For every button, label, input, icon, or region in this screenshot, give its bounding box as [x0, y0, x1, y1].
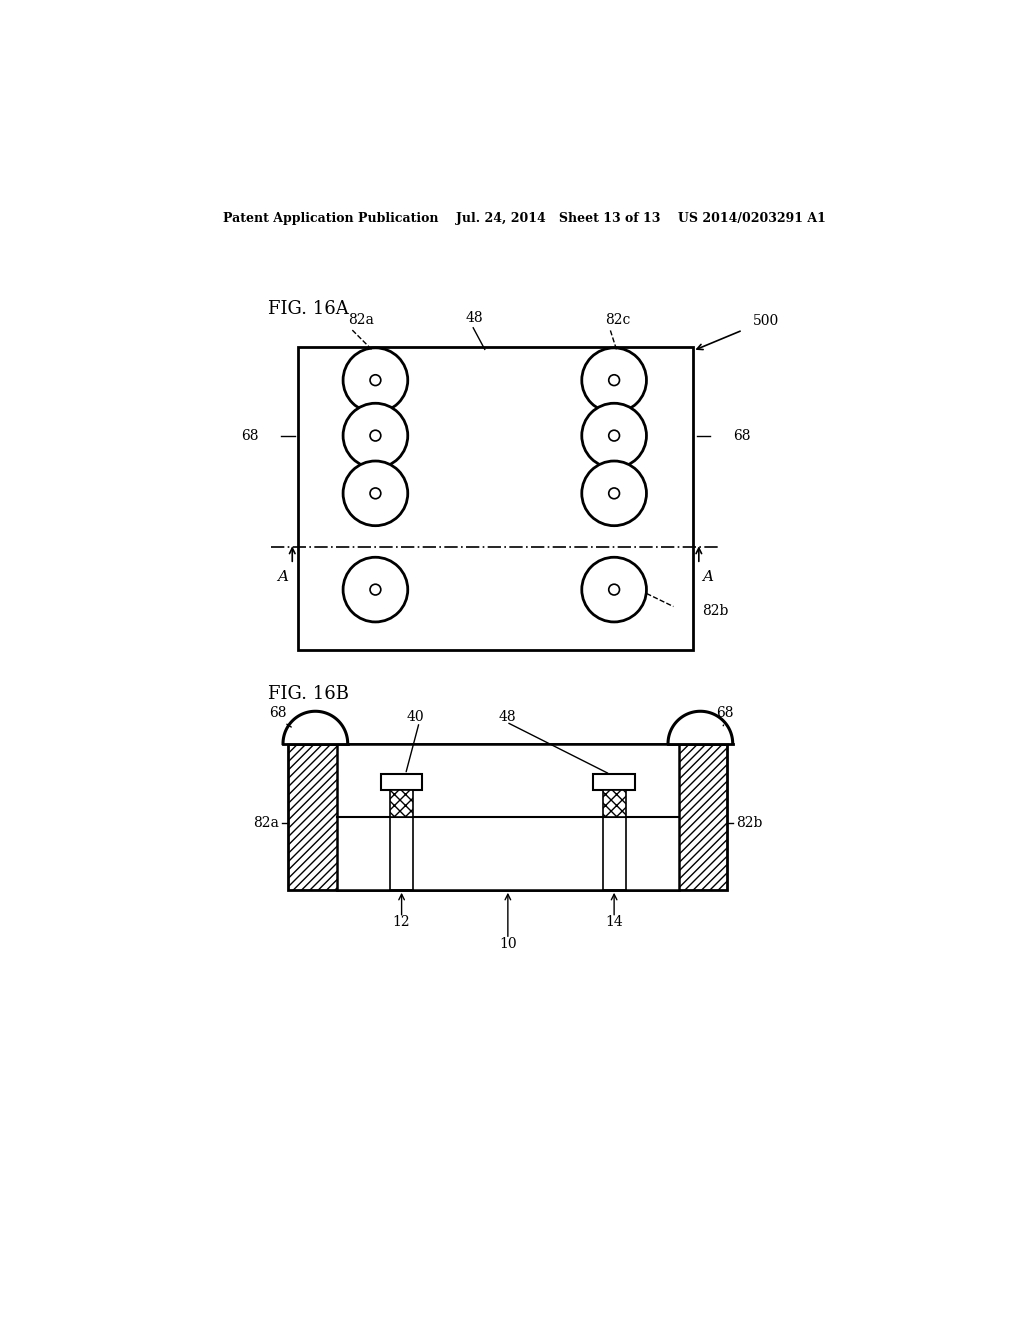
Text: 82b: 82b — [736, 816, 763, 830]
Circle shape — [343, 557, 408, 622]
Text: Patent Application Publication    Jul. 24, 2014   Sheet 13 of 13    US 2014/0203: Patent Application Publication Jul. 24, … — [223, 213, 826, 224]
Circle shape — [370, 585, 381, 595]
Text: 82b: 82b — [701, 605, 728, 618]
Text: 82c: 82c — [605, 313, 631, 327]
Text: 12: 12 — [393, 915, 411, 929]
Text: FIG. 16B: FIG. 16B — [267, 685, 348, 702]
Polygon shape — [602, 789, 626, 817]
Text: A: A — [702, 569, 714, 583]
Text: 68: 68 — [716, 706, 733, 726]
Polygon shape — [337, 817, 679, 890]
Polygon shape — [390, 789, 413, 817]
Polygon shape — [668, 711, 733, 743]
Polygon shape — [298, 347, 692, 649]
Text: 68: 68 — [733, 429, 751, 442]
Polygon shape — [337, 743, 679, 817]
Polygon shape — [593, 775, 635, 789]
Text: 68: 68 — [241, 429, 258, 442]
Circle shape — [582, 557, 646, 622]
Text: FIG. 16A: FIG. 16A — [267, 300, 348, 318]
Text: 500: 500 — [753, 314, 779, 327]
Text: 14: 14 — [605, 915, 623, 929]
Text: A: A — [278, 569, 289, 583]
Circle shape — [582, 404, 646, 469]
Polygon shape — [381, 775, 422, 789]
Circle shape — [608, 585, 620, 595]
Text: 82a: 82a — [348, 313, 375, 327]
Circle shape — [582, 461, 646, 525]
Circle shape — [370, 488, 381, 499]
Circle shape — [343, 404, 408, 469]
Circle shape — [582, 348, 646, 413]
Circle shape — [343, 461, 408, 525]
Circle shape — [370, 430, 381, 441]
Text: 68: 68 — [269, 706, 291, 727]
Text: 10: 10 — [499, 937, 517, 950]
Text: 48: 48 — [499, 710, 517, 723]
Text: 48: 48 — [466, 310, 483, 325]
Circle shape — [370, 375, 381, 385]
Polygon shape — [289, 743, 727, 890]
Circle shape — [608, 488, 620, 499]
Circle shape — [343, 348, 408, 413]
Text: 82a: 82a — [253, 816, 280, 830]
Text: 40: 40 — [407, 710, 424, 723]
Circle shape — [608, 430, 620, 441]
Circle shape — [608, 375, 620, 385]
Polygon shape — [283, 711, 348, 743]
